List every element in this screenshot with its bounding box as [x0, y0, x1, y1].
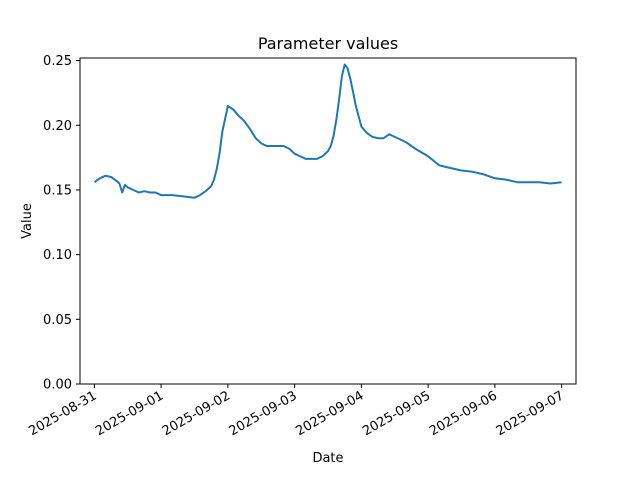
- y-axis: 0.00 0.05 0.10 0.15 0.20 0.25: [43, 54, 80, 393]
- plot-frame: [79, 57, 577, 385]
- y-tick-label: 0.00: [43, 378, 72, 393]
- y-tick-label: 0.15: [43, 183, 72, 198]
- y-tick-label: 0.05: [43, 313, 72, 328]
- chart-title: Parameter values: [258, 34, 398, 53]
- x-axis-label: Date: [312, 451, 343, 466]
- y-axis-label: Value: [20, 203, 35, 239]
- y-tick-label: 0.10: [43, 248, 72, 263]
- y-tick-label: 0.20: [43, 119, 72, 134]
- plot-area: [79, 57, 577, 385]
- series-line: [93, 63, 562, 199]
- y-tick-label: 0.25: [43, 54, 72, 69]
